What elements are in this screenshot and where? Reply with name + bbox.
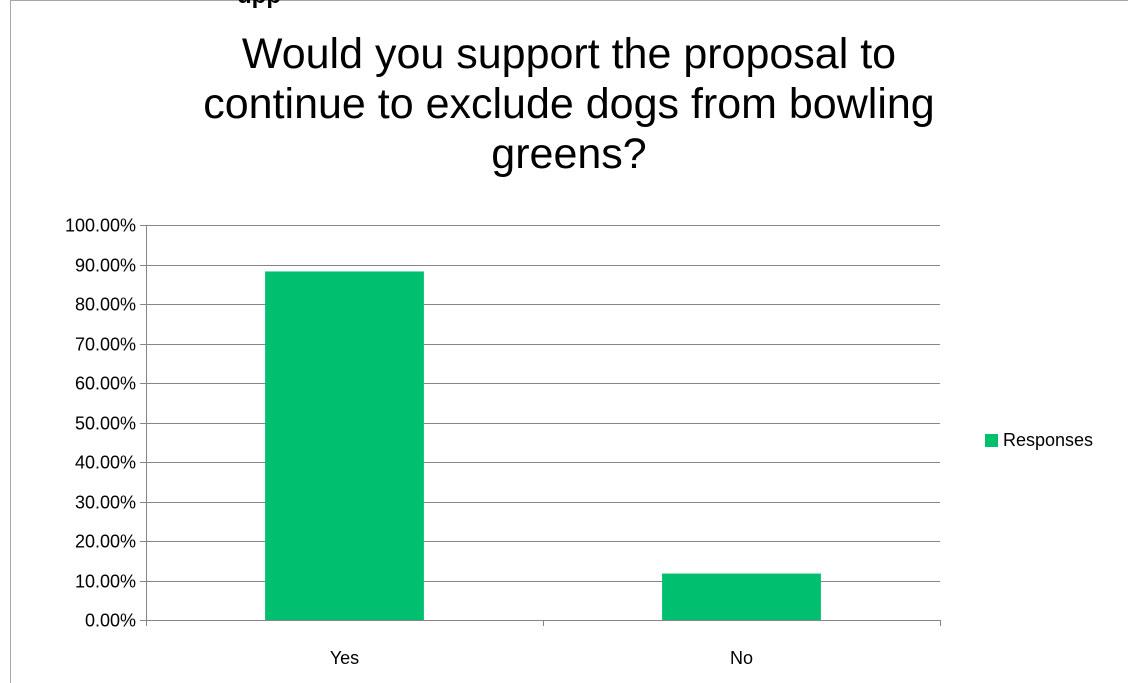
y-tick-label: 20.00% [75,532,136,552]
x-tick-label: No [730,648,753,668]
y-tick-label: 30.00% [75,493,136,513]
legend: Responses [985,430,1093,451]
y-tick-label: 60.00% [75,374,136,394]
chart-title-line: continue to exclude dogs from bowling [203,80,935,128]
y-tick-label: 0.00% [85,611,136,631]
y-tick-label: 40.00% [75,453,136,473]
bar [662,573,821,620]
y-tick-label: 100.00% [65,216,136,236]
y-tick-label: 80.00% [75,295,136,315]
chart-title-line: Would you support the proposal to [241,30,897,78]
y-tick-label: 90.00% [75,256,136,276]
chart-area [10,0,1128,683]
clipped-heading-text: upp [237,0,281,10]
y-tick-label: 70.00% [75,335,136,355]
x-tick-label: Yes [330,648,359,668]
y-tick-label: 10.00% [75,572,136,592]
legend-swatch [985,434,998,447]
chart-title-line: greens? [491,130,647,178]
y-tick-label: 50.00% [75,414,136,434]
legend-label: Responses [1003,430,1094,450]
bar [265,271,424,620]
chart-title: Would you support the proposal to contin… [10,29,1128,179]
